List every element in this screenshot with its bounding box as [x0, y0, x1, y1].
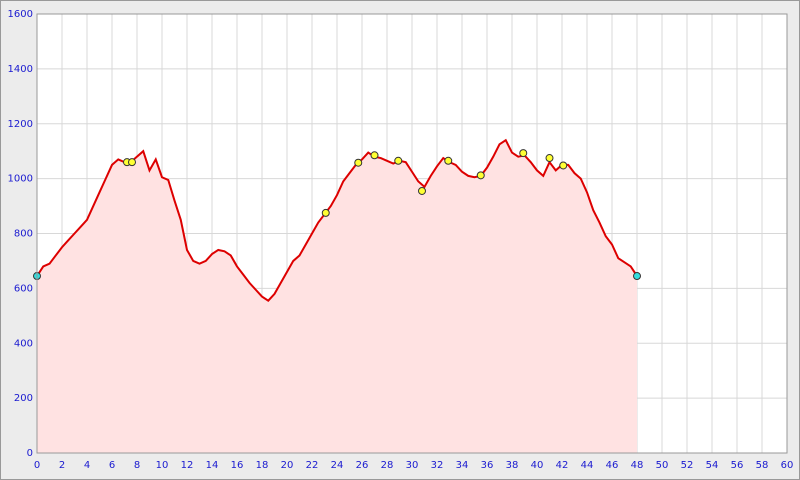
x-tick-label: 36: [481, 460, 494, 471]
y-tick-label: 1600: [8, 9, 33, 20]
waypoint: [444, 156, 453, 165]
x-tick-label: 14: [206, 460, 219, 471]
waypoint: [321, 208, 330, 217]
waypoint: [128, 158, 136, 167]
waypoint: [354, 158, 363, 167]
x-tick-label: 16: [231, 460, 244, 471]
waypoint: [476, 171, 485, 180]
x-tick-label: 44: [581, 460, 594, 471]
x-tick-label: 10: [156, 460, 169, 471]
waypoint: [394, 156, 403, 165]
waypoint: [559, 161, 568, 170]
x-tick-label: 58: [756, 460, 769, 471]
waypoint: [545, 154, 554, 163]
x-tick-label: 32: [431, 460, 444, 471]
x-tick-label: 60: [781, 460, 794, 471]
waypoint: [519, 149, 528, 158]
y-tick-label: 1000: [8, 174, 33, 185]
x-tick-label: 20: [281, 460, 294, 471]
waypoint: [633, 272, 641, 281]
x-tick-label: 2: [59, 460, 65, 471]
x-tick-label: 4: [84, 460, 90, 471]
y-tick-label: 1400: [8, 64, 33, 75]
x-tick-label: 18: [256, 460, 269, 471]
waypoint: [418, 186, 426, 195]
plot-border: [36, 13, 788, 454]
x-tick-label: 34: [456, 460, 469, 471]
x-tick-label: 26: [356, 460, 369, 471]
y-tick-label: 800: [14, 229, 33, 240]
x-tick-label: 42: [556, 460, 569, 471]
y-tick-label: 600: [14, 283, 33, 294]
waypoint: [370, 151, 379, 160]
x-tick-label: 22: [306, 460, 319, 471]
y-tick-label: 1200: [8, 119, 33, 130]
x-tick-label: 54: [706, 460, 719, 471]
x-tick-label: 40: [531, 460, 544, 471]
x-tick-label: 12: [181, 460, 194, 471]
profile-line: [36, 138, 638, 303]
x-tick-label: 24: [331, 460, 344, 471]
x-tick-label: 30: [406, 460, 419, 471]
x-tick-label: 38: [506, 460, 519, 471]
x-tick-label: 52: [681, 460, 694, 471]
x-tick-label: 46: [606, 460, 619, 471]
y-tick-label: 0: [27, 448, 33, 459]
area-fill: [37, 140, 637, 453]
x-tick-label: 8: [134, 460, 140, 471]
x-tick-label: 48: [631, 460, 644, 471]
x-tick-label: 56: [731, 460, 744, 471]
x-tick-label: 6: [109, 460, 115, 471]
x-tick-label: 0: [34, 460, 40, 471]
x-tick-label: 28: [381, 460, 394, 471]
x-tick-label: 50: [656, 460, 669, 471]
y-tick-label: 200: [14, 393, 33, 404]
y-tick-label: 400: [14, 338, 33, 349]
